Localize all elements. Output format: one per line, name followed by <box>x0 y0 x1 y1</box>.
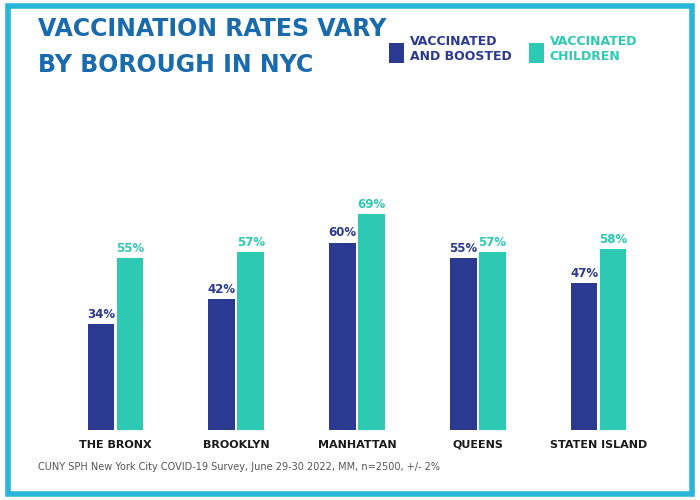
Text: 57%: 57% <box>237 236 265 248</box>
Bar <box>600 248 626 430</box>
Bar <box>358 214 385 430</box>
Bar <box>237 252 264 430</box>
Text: 58%: 58% <box>599 232 627 245</box>
Text: 57%: 57% <box>478 236 506 248</box>
Text: CUNY SPH New York City COVID-19 Survey, June 29-30 2022, MM, n=2500, +/- 2%: CUNY SPH New York City COVID-19 Survey, … <box>38 462 440 472</box>
Text: 47%: 47% <box>570 267 598 280</box>
Bar <box>88 324 114 430</box>
Text: 69%: 69% <box>358 198 386 211</box>
Text: 55%: 55% <box>449 242 477 255</box>
Text: VACCINATED
AND BOOSTED: VACCINATED AND BOOSTED <box>410 35 511 64</box>
Text: 42%: 42% <box>208 282 236 296</box>
Text: 60%: 60% <box>328 226 356 239</box>
Bar <box>570 283 597 430</box>
Text: 55%: 55% <box>116 242 144 255</box>
Bar <box>209 298 235 430</box>
Text: VACCINATION RATES VARY: VACCINATION RATES VARY <box>38 18 387 42</box>
Text: 34%: 34% <box>87 308 115 320</box>
Bar <box>117 258 144 430</box>
Text: BY BOROUGH IN NYC: BY BOROUGH IN NYC <box>38 52 314 76</box>
Bar <box>479 252 505 430</box>
Bar <box>329 242 356 430</box>
Text: VACCINATED
CHILDREN: VACCINATED CHILDREN <box>550 35 637 64</box>
Bar <box>450 258 477 430</box>
